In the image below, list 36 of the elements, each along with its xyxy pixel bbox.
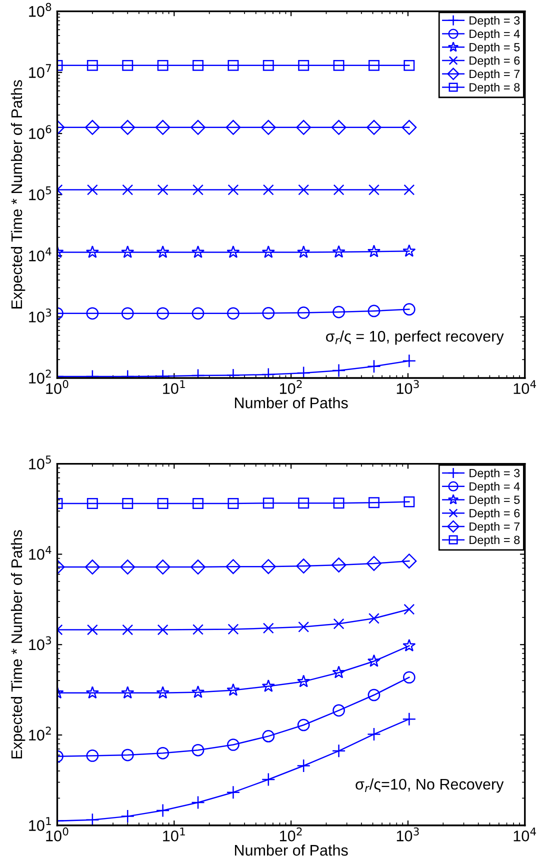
y-tick-label: 10$^{4}$ (29, 248, 52, 262)
y-tick-label: 10$^{8}$ (29, 2, 52, 17)
y-axis-title: Expected Time * Number of Paths (10, 530, 26, 758)
x-axis-title: Number of Paths (235, 397, 348, 408)
x-tick-label: 10$^{1}$ (163, 380, 185, 394)
legend-label: Depth = 8 (470, 535, 520, 546)
legend-label: Depth = 8 (470, 82, 520, 94)
y-tick-label: 10$^{7}$ (29, 64, 51, 78)
legend-label: Depth = 4 (470, 29, 520, 40)
y-tick-label: 10$^{6}$ (29, 125, 52, 140)
y-tick-label: 10$^{2}$ (29, 726, 51, 741)
legend-label: Depth = 4 (470, 482, 520, 493)
annotation: σ$_{r}$/ς = 10, perfect recovery (326, 330, 504, 345)
legend-label: Depth = 6 (470, 56, 520, 68)
x-tick-label: 10$^{3}$ (396, 827, 419, 842)
legend-label: Depth = 7 (470, 69, 520, 80)
x-tick-label: 10$^{2}$ (280, 827, 302, 842)
y-tick-label: 10$^{3}$ (29, 636, 52, 650)
legend-label: Depth = 3 (470, 16, 520, 27)
x-tick-label: 10$^{3}$ (396, 380, 419, 394)
y-tick-label: 10$^{5}$ (29, 186, 51, 200)
x-tick-label: 10$^{1}$ (163, 828, 185, 842)
legend-label: Depth = 5 (470, 495, 520, 506)
legend-label: Depth = 5 (470, 42, 520, 54)
y-tick-label: 10$^{5}$ (29, 456, 51, 470)
annotation: σ$_{r}$/ς=10, No Recovery (356, 778, 504, 793)
y-axis-title: Expected Time * Number of Paths (10, 80, 26, 308)
x-axis-title: Number of Paths (235, 844, 348, 856)
legend-label: Depth = 3 (470, 468, 520, 480)
legend-label: Depth = 7 (470, 522, 520, 534)
x-tick-label: 10$^{2}$ (280, 380, 302, 394)
y-tick-label: 10$^{3}$ (29, 308, 52, 322)
y-tick-label: 10$^{4}$ (29, 546, 52, 560)
x-tick-label: 10$^{4}$ (514, 380, 536, 394)
x-tick-label: 10$^{4}$ (514, 828, 536, 842)
legend-label: Depth = 6 (470, 508, 520, 520)
